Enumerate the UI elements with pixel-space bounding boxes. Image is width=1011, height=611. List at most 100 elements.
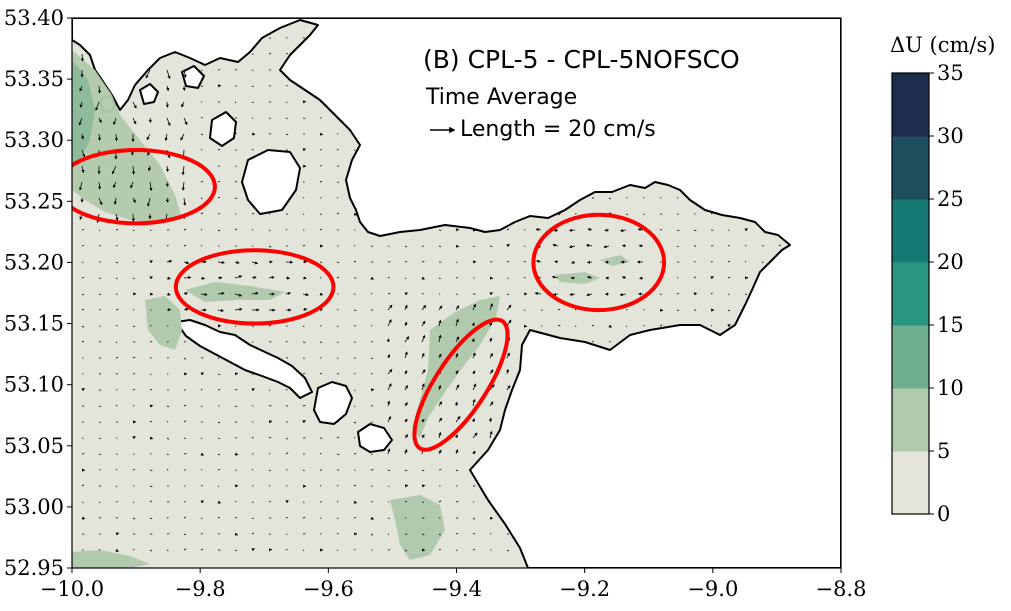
velocity-arrow [166, 437, 170, 440]
quiver-key-label: Length = 20 cm/s [460, 117, 656, 142]
velocity-arrow [132, 117, 137, 125]
velocity-arrow [268, 436, 272, 439]
quiver-key: Length = 20 cm/s [430, 117, 656, 142]
velocity-arrow [183, 533, 187, 536]
x-tick-label: −8.8 [816, 577, 867, 601]
highlight-ellipse [173, 248, 336, 326]
velocity-arrow [586, 275, 593, 280]
velocity-arrow [336, 325, 339, 327]
south-shore-land [175, 319, 313, 399]
velocity-arrow [132, 388, 135, 391]
velocity-arrow [98, 405, 102, 408]
colorbar: ΔU (cm/s) 0 5 10 15 20 25 30 35 [890, 33, 995, 526]
velocity-arrow [183, 228, 187, 231]
velocity-arrow [619, 293, 627, 297]
velocity-arrow [200, 548, 204, 551]
velocity-arrow [79, 101, 83, 108]
velocity-arrow [387, 292, 391, 295]
velocity-arrow [387, 517, 390, 520]
velocity-arrow [165, 197, 169, 203]
velocity-arrow [319, 292, 324, 296]
velocity-arrow [200, 245, 203, 247]
velocity-arrow [268, 420, 273, 424]
velocity-arrow [455, 501, 459, 503]
velocity-arrow [132, 245, 135, 247]
north-shore-land [72, 18, 841, 568]
velocity-arrow [183, 261, 190, 265]
velocity-arrow [200, 292, 208, 297]
velocity-arrow [149, 469, 153, 471]
velocity-arrow [471, 418, 475, 423]
velocity-arrow [404, 321, 408, 327]
map-area [72, 18, 841, 568]
colorbar-tick-label: 0 [937, 502, 950, 526]
velocity-arrow [319, 132, 324, 136]
velocity-arrow [302, 341, 306, 343]
velocity-arrow [132, 468, 135, 471]
velocity-arrow [336, 261, 340, 264]
velocity-arrow [166, 259, 173, 264]
velocity-arrow [557, 308, 561, 311]
velocity-arrow [251, 532, 255, 535]
island-4 [209, 111, 237, 147]
velocity-arrow [387, 368, 393, 375]
island-5 [139, 83, 159, 105]
velocity-arrow [336, 532, 339, 535]
velocity-arrow [553, 228, 559, 232]
velocity-arrow [744, 228, 749, 232]
velocity-arrow [132, 101, 137, 109]
velocity-arrow [387, 245, 390, 247]
shade-patch-w [145, 296, 182, 350]
velocity-arrow [234, 452, 239, 456]
velocity-arrow [81, 484, 85, 487]
velocity-arrow [386, 338, 390, 343]
velocity-arrow [421, 418, 425, 423]
velocity-arrow [455, 415, 461, 423]
x-tick-label: −10.0 [40, 577, 104, 601]
velocity-arrow [455, 549, 458, 551]
velocity-arrow [319, 228, 323, 231]
velocity-arrow [181, 165, 185, 176]
velocity-arrow [98, 421, 101, 423]
velocity-arrow [149, 260, 154, 264]
velocity-arrow [438, 431, 442, 439]
velocity-arrow [438, 500, 442, 503]
velocity-arrow [79, 181, 83, 191]
velocity-arrow [387, 469, 391, 472]
velocity-arrow [370, 516, 375, 520]
velocity-arrow [336, 117, 339, 119]
velocity-arrow [251, 276, 257, 280]
velocity-arrow [200, 452, 205, 456]
velocity-arrow [336, 341, 339, 344]
velocity-arrow [421, 293, 424, 295]
velocity-arrow [115, 213, 119, 221]
velocity-arrow [727, 276, 731, 279]
colorbar-ticks: 0 5 10 15 20 25 30 35 [929, 61, 964, 526]
velocity-arrow [438, 229, 442, 231]
velocity-arrow [200, 212, 204, 215]
velocity-arrow [166, 453, 169, 456]
velocity-arrow [132, 501, 135, 503]
velocity-arrow [217, 437, 220, 439]
velocity-arrow [251, 53, 254, 55]
velocity-arrow [506, 293, 509, 296]
velocity-arrow [387, 400, 391, 407]
velocity-arrow [268, 117, 271, 119]
velocity-arrow [302, 420, 306, 424]
velocity-arrow [319, 484, 322, 487]
velocity-arrow [183, 420, 187, 423]
highlight-ellipse [531, 212, 667, 313]
velocity-arrow [149, 420, 153, 423]
velocity-arrow [251, 469, 254, 471]
velocity-arrow [200, 133, 204, 136]
velocity-arrow [404, 449, 408, 455]
velocity-arrow [489, 303, 493, 311]
velocity-arrow [98, 229, 101, 231]
velocity-arrow [251, 85, 254, 88]
x-tick-label: −9.6 [303, 577, 354, 601]
velocity-arrow [455, 228, 460, 232]
velocity-arrow [166, 276, 171, 280]
velocity-arrow [166, 468, 169, 471]
velocity-arrow [370, 533, 374, 536]
velocity-arrow [552, 292, 559, 296]
